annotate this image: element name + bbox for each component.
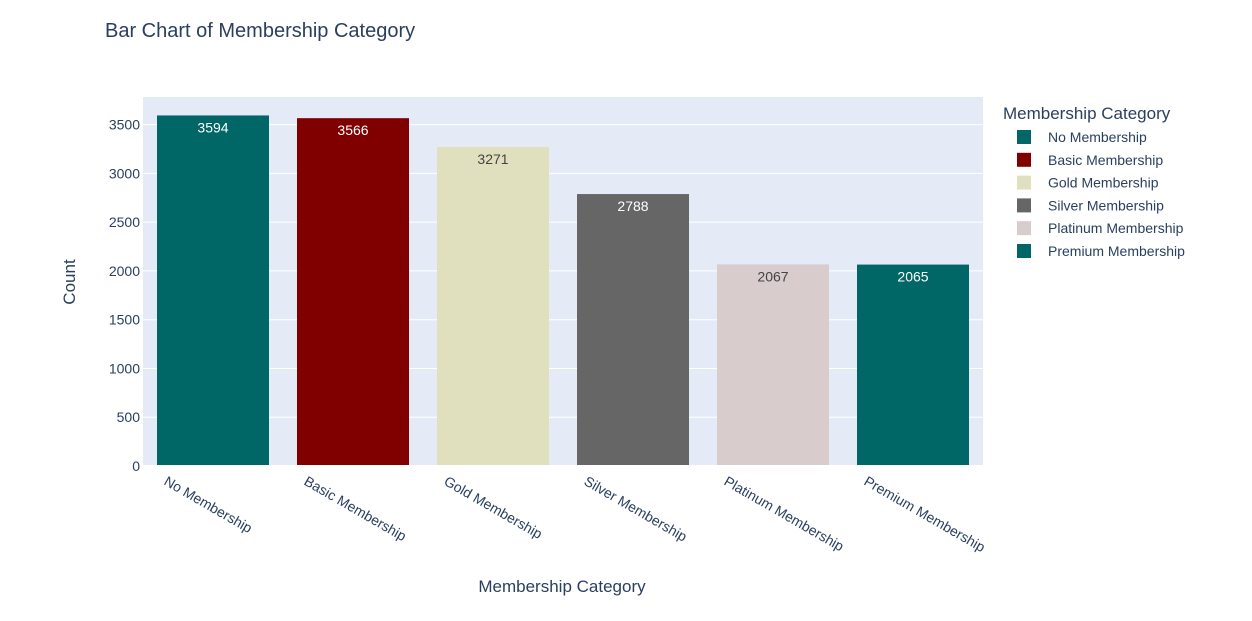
bar bbox=[157, 115, 269, 467]
x-tick-label: Premium Membership bbox=[862, 473, 989, 555]
x-tick-label: Basic Membership bbox=[302, 473, 410, 545]
x-tick-label: Platinum Membership bbox=[722, 473, 847, 555]
y-tick-label: 500 bbox=[117, 409, 141, 425]
y-tick-label: 2500 bbox=[109, 214, 140, 230]
legend-entry-label: Platinum Membership bbox=[1048, 220, 1184, 236]
bar-data-label: 2065 bbox=[897, 269, 928, 285]
x-tick-label: No Membership bbox=[162, 473, 256, 536]
x-tick-label: Gold Membership bbox=[442, 473, 546, 542]
y-tick-label: 1000 bbox=[109, 360, 140, 376]
bar-data-label: 3566 bbox=[337, 122, 368, 138]
bar bbox=[857, 264, 969, 466]
plot-background bbox=[143, 97, 983, 466]
legend: Membership Category No Membership Basic M… bbox=[1003, 104, 1185, 259]
legend-entry-label: Silver Membership bbox=[1048, 197, 1164, 213]
legend-swatch bbox=[1017, 175, 1031, 190]
legend-swatch bbox=[1017, 130, 1031, 144]
x-tick-label: Silver Membership bbox=[582, 473, 691, 545]
y-axis-title: Count bbox=[60, 259, 79, 305]
bar bbox=[717, 264, 829, 466]
legend-entry-label: No Membership bbox=[1048, 129, 1147, 145]
legend-entry-label: Gold Membership bbox=[1048, 175, 1159, 191]
bar-data-label: 3271 bbox=[477, 151, 508, 167]
y-tick-label: 1500 bbox=[109, 312, 140, 328]
x-axis-title: Membership Category bbox=[478, 577, 646, 596]
legend-swatch bbox=[1017, 221, 1031, 236]
plot-area: 0 500 1000 1500 2000 2500 3000 3500 3594 No Membe… bbox=[109, 97, 988, 555]
chart-title: Bar Chart of Membership Category bbox=[105, 20, 415, 42]
y-tick-label: 3000 bbox=[109, 165, 140, 181]
y-tick-label: 2000 bbox=[109, 263, 140, 279]
legend-swatch bbox=[1017, 152, 1031, 167]
legend-swatch bbox=[1017, 198, 1031, 213]
legend-entry-label: Premium Membership bbox=[1048, 243, 1185, 259]
legend-swatch bbox=[1017, 244, 1031, 258]
legend-entry-label: Basic Membership bbox=[1048, 152, 1163, 168]
legend-title: Membership Category bbox=[1003, 104, 1171, 123]
bar-data-label: 2788 bbox=[617, 198, 648, 214]
bar bbox=[297, 118, 409, 466]
bar-data-label: 3594 bbox=[197, 119, 228, 135]
bar bbox=[437, 146, 549, 466]
bar-data-label: 2067 bbox=[757, 268, 788, 284]
y-tick-label: 0 bbox=[132, 458, 140, 474]
bar bbox=[577, 194, 689, 466]
y-tick-label: 3500 bbox=[109, 117, 140, 133]
